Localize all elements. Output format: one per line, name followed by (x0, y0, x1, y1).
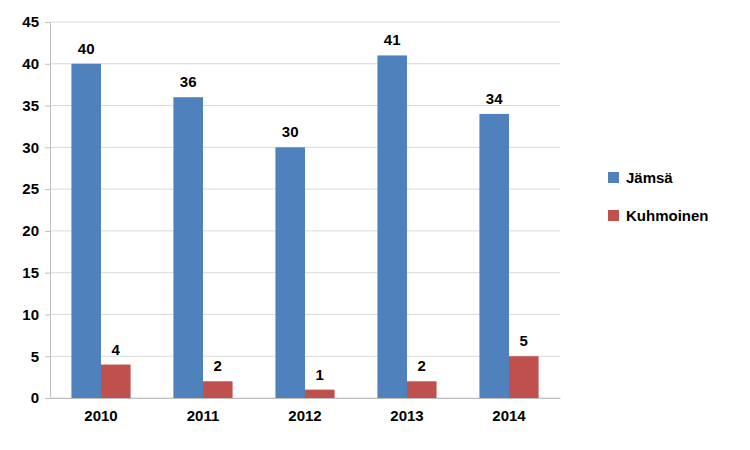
data-label: 30 (282, 123, 299, 140)
bar (71, 64, 101, 398)
y-tick-label: 10 (22, 306, 39, 323)
bar (173, 97, 203, 398)
data-label: 2 (418, 357, 426, 374)
grid (50, 22, 560, 398)
grid-line (50, 22, 560, 23)
x-tick-label: 2014 (492, 407, 526, 424)
grid-line (50, 63, 560, 64)
bar (101, 365, 131, 398)
y-tick-mark (45, 189, 50, 190)
x-tick-label: 2010 (84, 407, 117, 424)
legend-label: Jämsä (626, 169, 673, 186)
y-tick-label: 0 (31, 389, 39, 406)
bar (377, 55, 407, 398)
data-label: 1 (316, 366, 324, 383)
y-tick-mark (45, 273, 50, 274)
legend-swatch (608, 172, 619, 183)
legend-label: Kuhmoinen (626, 207, 709, 224)
plot: 0510152025303540452010201120122013201440… (22, 13, 560, 423)
y-tick-label: 20 (22, 222, 39, 239)
bars (71, 55, 538, 398)
y-tick: 20 (22, 222, 50, 239)
y-tick-label: 30 (22, 139, 39, 156)
y-tick-mark (45, 22, 50, 23)
y-axis: 0 5 10 15 20 25 30 35 40 45 (22, 13, 50, 406)
y-tick-label: 45 (22, 13, 39, 30)
chart: 0510152025303540452010201120122013201440… (0, 0, 750, 450)
y-tick-label: 15 (22, 264, 39, 281)
y-tick: 25 (22, 180, 50, 197)
y-axis-line (45, 23, 51, 399)
x-tick: 2013 (390, 407, 423, 424)
y-tick-mark (45, 314, 50, 315)
y-tick-label: 40 (22, 55, 39, 72)
x-tick: 2012 (288, 407, 321, 424)
y-tick-mark (45, 106, 50, 107)
y-tick-label: 5 (31, 348, 39, 365)
y-tick: 5 (31, 348, 50, 365)
y-tick-label: 25 (22, 180, 39, 197)
y-tick-mark (45, 398, 50, 399)
data-label: 5 (520, 332, 528, 349)
data-label: 41 (384, 31, 401, 48)
legend: Jämsä Kuhmoinen (608, 169, 709, 224)
y-tick: 30 (22, 139, 50, 156)
y-tick-mark (45, 231, 50, 232)
data-labels: 40 36 30 41 34 4 2 1 2 5 (78, 31, 528, 382)
bar (509, 356, 539, 398)
y-tick-label: 35 (22, 97, 39, 114)
bar (479, 114, 509, 398)
legend-item: Jämsä (608, 169, 673, 186)
x-tick-label: 2011 (187, 407, 220, 424)
bar (203, 381, 233, 398)
bar (305, 390, 335, 398)
x-tick: 2014 (492, 407, 526, 424)
x-tick: 2011 (187, 407, 220, 424)
x-tick-label: 2013 (390, 407, 423, 424)
x-axis: 2010 2011 2012 2013 2014 (51, 399, 561, 424)
y-tick-mark (45, 64, 50, 65)
legend-swatch (608, 210, 619, 221)
x-axis-line (51, 398, 561, 399)
data-label: 2 (214, 357, 222, 374)
grid-line (50, 105, 560, 106)
y-tick: 35 (22, 97, 50, 114)
y-tick: 10 (22, 306, 50, 323)
bar (407, 381, 437, 398)
y-tick: 45 (22, 13, 50, 30)
x-tick: 2010 (84, 407, 117, 424)
data-label: 34 (486, 90, 503, 107)
y-tick: 40 (22, 55, 50, 72)
bar (275, 147, 305, 398)
y-tick: 0 (31, 389, 50, 406)
y-tick-mark (45, 147, 50, 148)
data-label: 36 (180, 73, 197, 90)
x-tick-label: 2012 (288, 407, 321, 424)
data-label: 40 (78, 40, 95, 57)
legend-item: Kuhmoinen (608, 207, 709, 224)
data-label: 4 (112, 341, 121, 358)
y-tick-mark (45, 356, 50, 357)
y-tick: 15 (22, 264, 50, 281)
